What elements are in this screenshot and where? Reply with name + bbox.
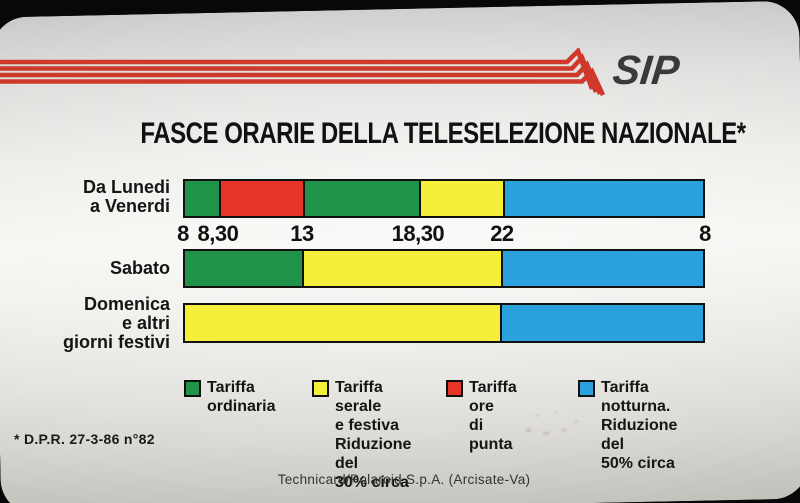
sip-logo-stripes-icon (0, 48, 606, 96)
ink-smudge (518, 406, 606, 440)
row-label-weekdays: Da Lunedi a Venerdi (82, 177, 170, 216)
axis-tick: 18,30 (391, 221, 445, 246)
legend-item-notturna: Tariffa notturna. Riduzione del 50% circ… (578, 378, 677, 473)
bar-segment-blue (500, 305, 703, 341)
axis-tick: 8,30 (197, 221, 239, 246)
manufacturer-credit: Technicard/Polaroid S.p.A. (Arcisate-Va) (277, 472, 531, 487)
axis-tick: 13 (290, 221, 314, 246)
sip-logo-text: SIP (610, 47, 682, 93)
legend-item-ordinaria: Tariffa ordinaria (184, 378, 275, 416)
axis-tick: 8 (699, 221, 711, 246)
legend-swatch-green (184, 380, 201, 397)
legend-label: Tariffa ordinaria (207, 379, 276, 415)
legend-swatch-red (446, 380, 463, 397)
bar-segment-red (219, 181, 304, 216)
bar-segment-green (185, 251, 303, 286)
axis-tick: 8 (177, 221, 189, 246)
row-label-sunday-holidays: Domenica e altri giorni festivi (62, 294, 170, 352)
legend-swatch-blue (578, 380, 595, 397)
decree-footnote: * D.P.R. 27-3-86 n°82 (14, 431, 155, 447)
tariff-bar-saturday (183, 249, 705, 288)
bar-segment-green (185, 181, 220, 216)
bar-segment-yellow (302, 251, 502, 286)
bar-segment-green (303, 181, 419, 216)
legend-swatch-yellow (312, 380, 329, 397)
legend-label: Tariffa ore di punta (469, 379, 517, 453)
legend-item-serale-festiva: Tariffa serale e festiva Riduzione del 3… (312, 378, 411, 492)
tariff-bar-sunday-holidays (183, 303, 705, 343)
bar-segment-blue (502, 181, 703, 216)
legend-item-ore-di-punta: Tariffa ore di punta (446, 378, 517, 454)
chart-title: FASCE ORARIE DELLA TELESELEZIONE NAZIONA… (140, 117, 746, 150)
axis-tick: 22 (490, 221, 514, 246)
bar-segment-yellow (185, 305, 501, 341)
legend-label: Tariffa notturna. Riduzione del 50% circ… (601, 379, 678, 472)
bar-segment-blue (501, 251, 703, 286)
bar-segment-yellow (418, 181, 503, 216)
time-axis: 8 8,30 13 18,30 22 8 (177, 221, 711, 247)
tariff-bar-weekdays (183, 179, 705, 218)
legend-label: Tariffa serale e festiva Riduzione del 3… (335, 379, 412, 491)
row-label-saturday: Sabato (109, 258, 170, 278)
